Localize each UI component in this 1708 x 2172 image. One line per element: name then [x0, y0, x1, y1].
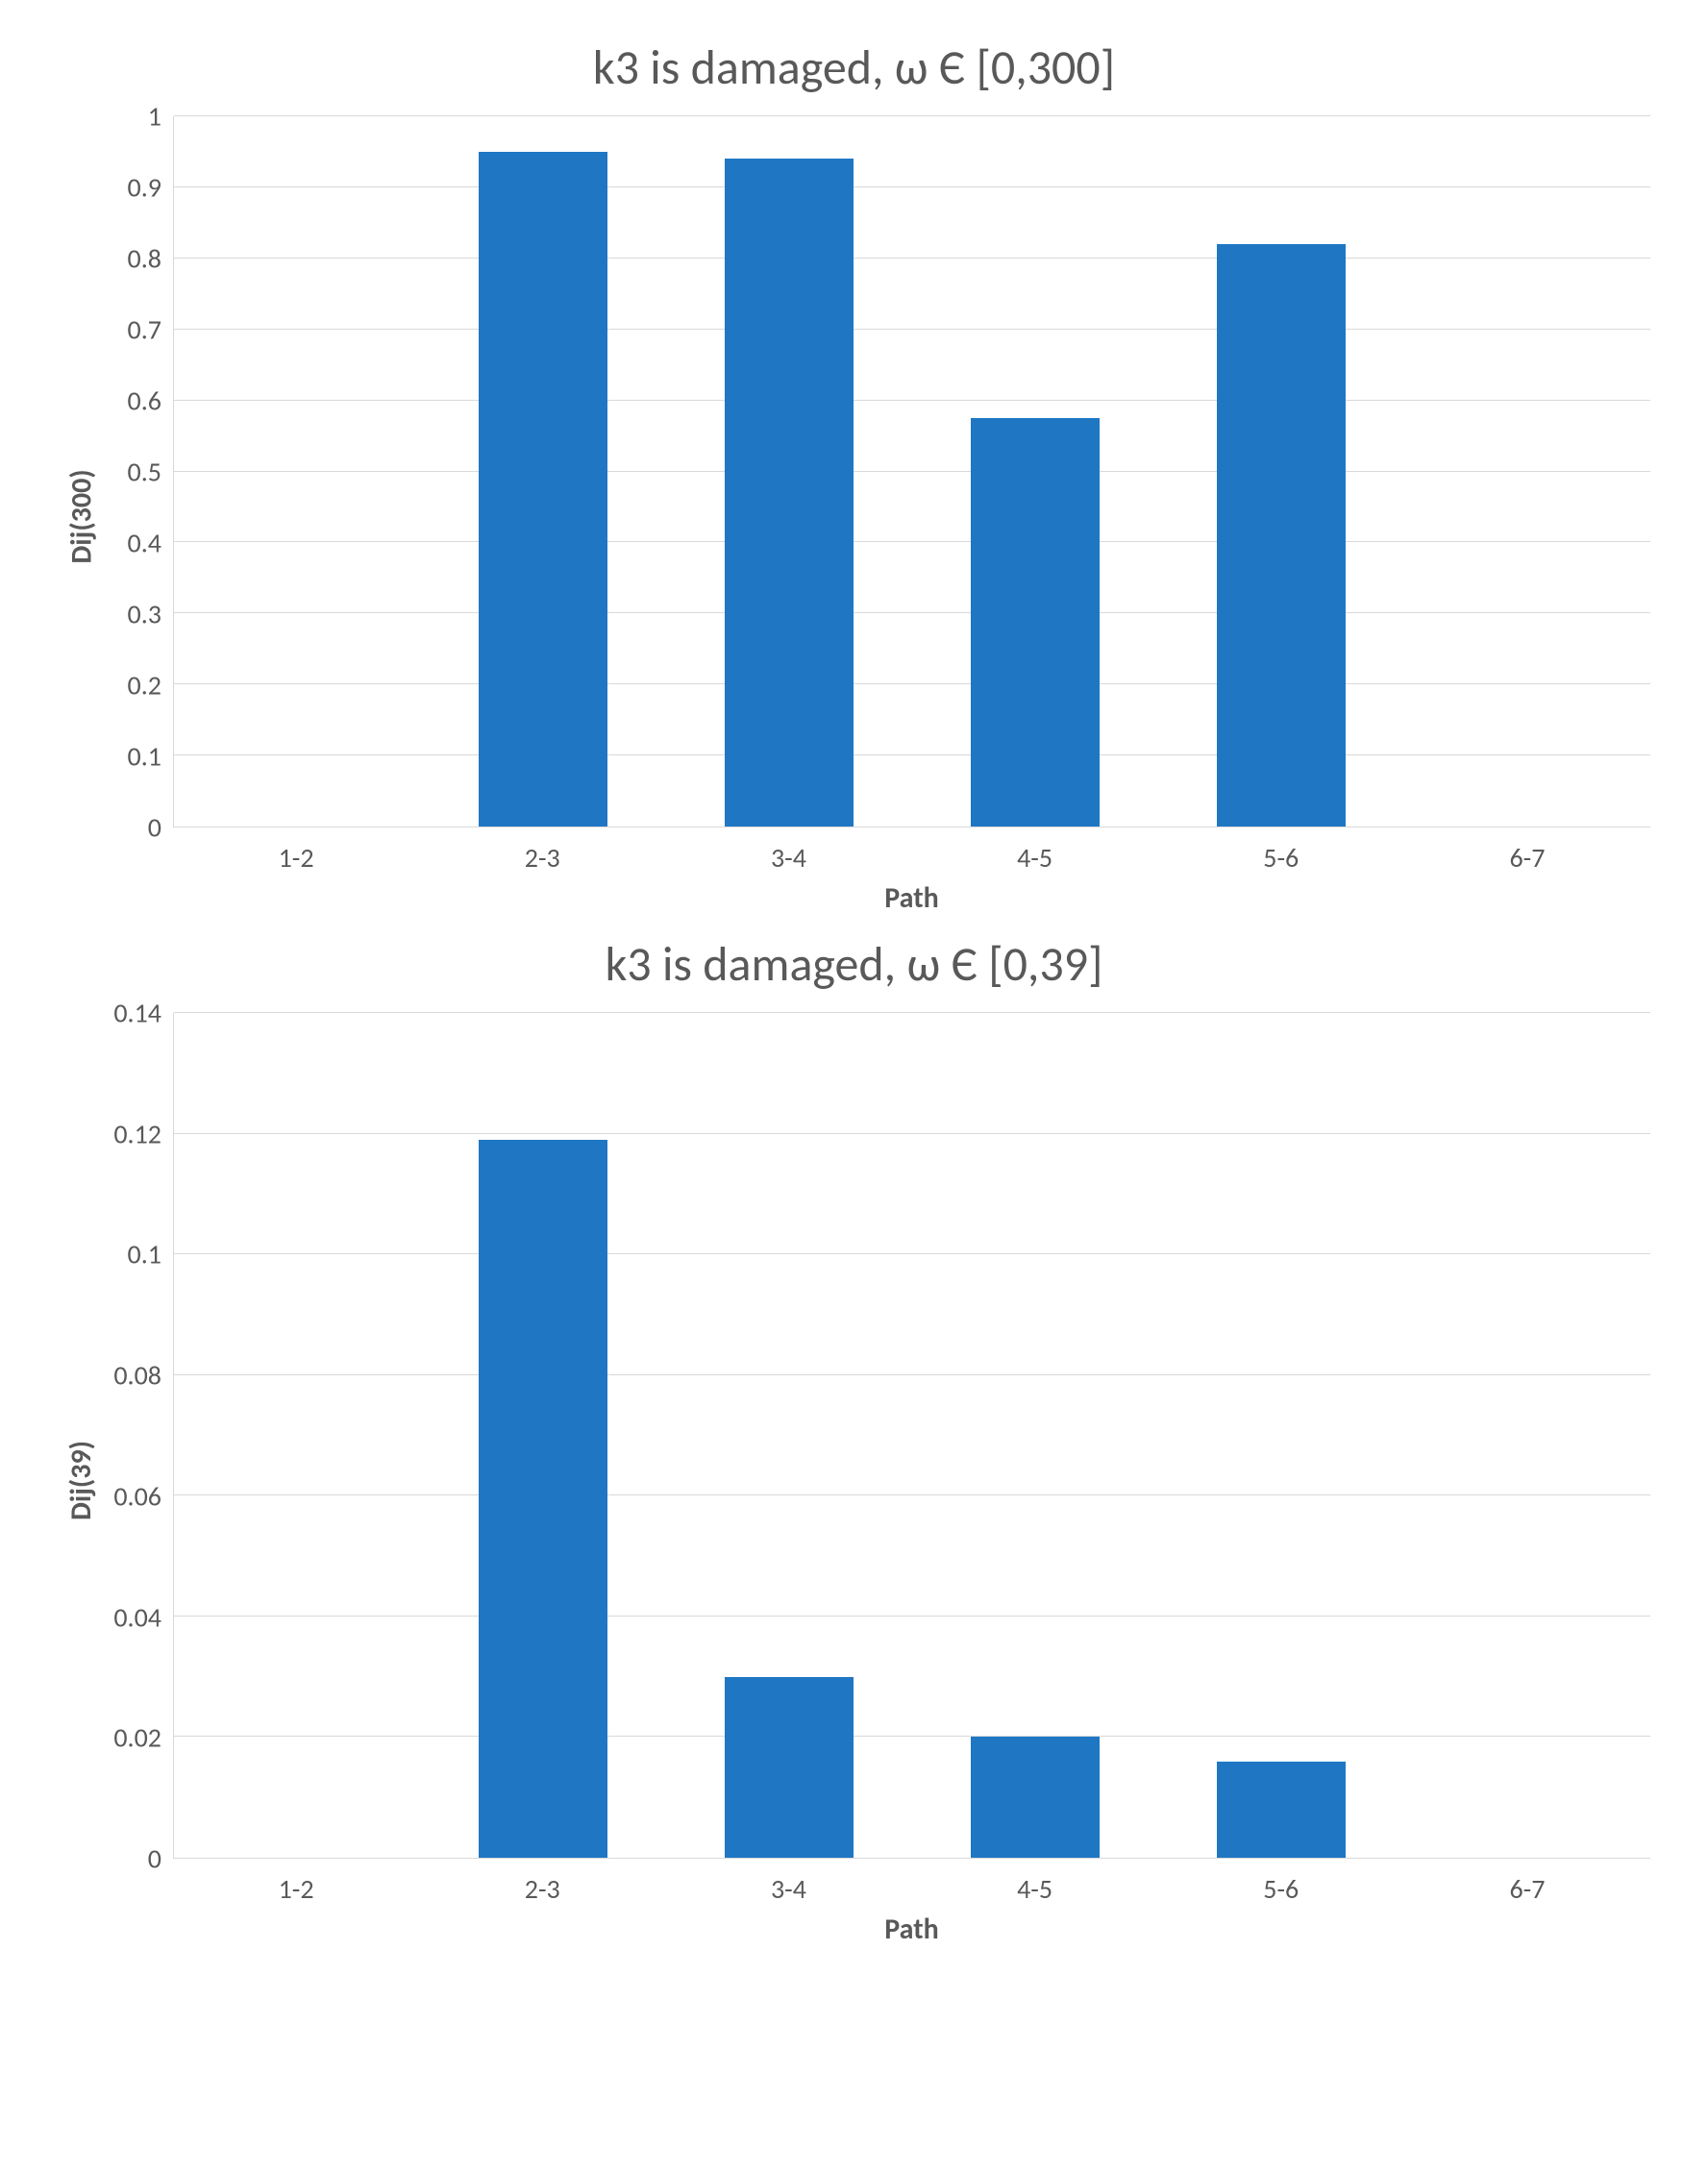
bar-slot: [666, 116, 912, 827]
charts-root: k3 is damaged, ω Є [0,300] Dij(300) 0 0.1 0.…: [58, 38, 1650, 1947]
bar: [1217, 244, 1345, 827]
bar: [479, 152, 606, 827]
bar-slot: [1158, 116, 1404, 827]
ytick-label: 0.1: [128, 740, 161, 774]
ytick-label: 0.04: [113, 1600, 161, 1634]
bar-slot: [912, 116, 1158, 827]
chart-title: k3 is damaged, ω Є [0,39]: [58, 935, 1650, 994]
bar-slot: [666, 1013, 912, 1858]
xtick-label: 5-6: [1158, 841, 1404, 875]
bar-slot: [1404, 1013, 1650, 1858]
ytick-label: 0.02: [113, 1721, 161, 1755]
ytick-label: 0: [148, 1842, 161, 1876]
y-axis-label: Dij(300): [64, 469, 100, 563]
chart-1: k3 is damaged, ω Є [0,39] Dij(39) 0 0.02 0.0…: [58, 935, 1650, 1947]
ytick-label: 0.3: [128, 598, 161, 631]
plot-area: [173, 1013, 1650, 1859]
ytick-label: 0.14: [113, 997, 161, 1030]
bar-slot: [1404, 116, 1650, 827]
bar: [971, 418, 1099, 827]
ytick-column: 00.020.040.060.080.10.120.14: [106, 1013, 173, 1859]
xtick-label: 4-5: [912, 841, 1158, 875]
ytick-label: 0.2: [128, 669, 161, 703]
bar-slot: [174, 1013, 420, 1858]
x-axis-label: Path: [106, 880, 1650, 916]
xtick-label: 4-5: [912, 1872, 1158, 1906]
xtick-label: 1-2: [173, 1872, 419, 1906]
bar-slot: [420, 1013, 666, 1858]
ytick-label: 0: [148, 811, 161, 845]
xtick-label: 6-7: [1404, 1872, 1650, 1906]
bar: [971, 1737, 1099, 1858]
plot-body: 00.020.040.060.080.10.120.141-22-33-44-5…: [106, 1013, 1650, 1947]
plot-row: Dij(300)00.10.20.30.40.50.60.70.80.911-2…: [58, 116, 1650, 916]
ytick-label: 0.4: [128, 527, 161, 560]
bar-slot: [420, 116, 666, 827]
ytick-label: 0.08: [113, 1359, 161, 1393]
chart-0: k3 is damaged, ω Є [0,300] Dij(300) 0 0.1 0.…: [58, 38, 1650, 916]
ytick-label: 0.6: [128, 384, 161, 418]
ytick-label: 0.12: [113, 1117, 161, 1150]
ylabel-wrap: Dij(300): [58, 160, 106, 872]
bars-layer: [174, 116, 1650, 827]
chart-title: k3 is damaged, ω Є [0,300]: [58, 38, 1650, 97]
bar: [1217, 1762, 1345, 1858]
plot-body: 00.10.20.30.40.50.60.70.80.911-22-33-44-…: [106, 116, 1650, 916]
ytick-label: 0.5: [128, 456, 161, 489]
bar: [725, 1677, 853, 1858]
ytick-label: 0.1: [128, 1238, 161, 1271]
ytick-label: 0.7: [128, 313, 161, 347]
bar-slot: [1158, 1013, 1404, 1858]
ylabel-wrap: Dij(39): [58, 1057, 106, 1903]
xtick-label: 2-3: [419, 841, 665, 875]
x-axis-label: Path: [106, 1912, 1650, 1947]
ytick-label: 1: [148, 100, 161, 134]
ytick-label: 0.06: [113, 1479, 161, 1513]
ytick-label: 0.8: [128, 242, 161, 276]
xtick-label: 3-4: [665, 1872, 911, 1906]
xtick-label: 1-2: [173, 841, 419, 875]
ytick-label: 0.9: [128, 171, 161, 205]
xtick-label: 3-4: [665, 841, 911, 875]
y-axis-label: Dij(39): [64, 1440, 100, 1519]
plot-row: Dij(39)00.020.040.060.080.10.120.141-22-…: [58, 1013, 1650, 1947]
plot-area: [173, 116, 1650, 827]
xtick-row: 1-22-33-44-55-66-7: [106, 841, 1650, 875]
bar-slot: [912, 1013, 1158, 1858]
bar: [725, 159, 853, 827]
plot-grid-row: 00.10.20.30.40.50.60.70.80.91: [106, 116, 1650, 827]
xtick-spacer: [106, 841, 173, 875]
xtick-label: 2-3: [419, 1872, 665, 1906]
plot-grid-row: 00.020.040.060.080.10.120.14: [106, 1013, 1650, 1859]
xtick-label: 5-6: [1158, 1872, 1404, 1906]
bar: [479, 1140, 606, 1858]
xtick-spacer: [106, 1872, 173, 1906]
bars-layer: [174, 1013, 1650, 1858]
xtick-row: 1-22-33-44-55-66-7: [106, 1872, 1650, 1906]
ytick-column: 00.10.20.30.40.50.60.70.80.91: [106, 116, 173, 827]
bar-slot: [174, 116, 420, 827]
xtick-label: 6-7: [1404, 841, 1650, 875]
